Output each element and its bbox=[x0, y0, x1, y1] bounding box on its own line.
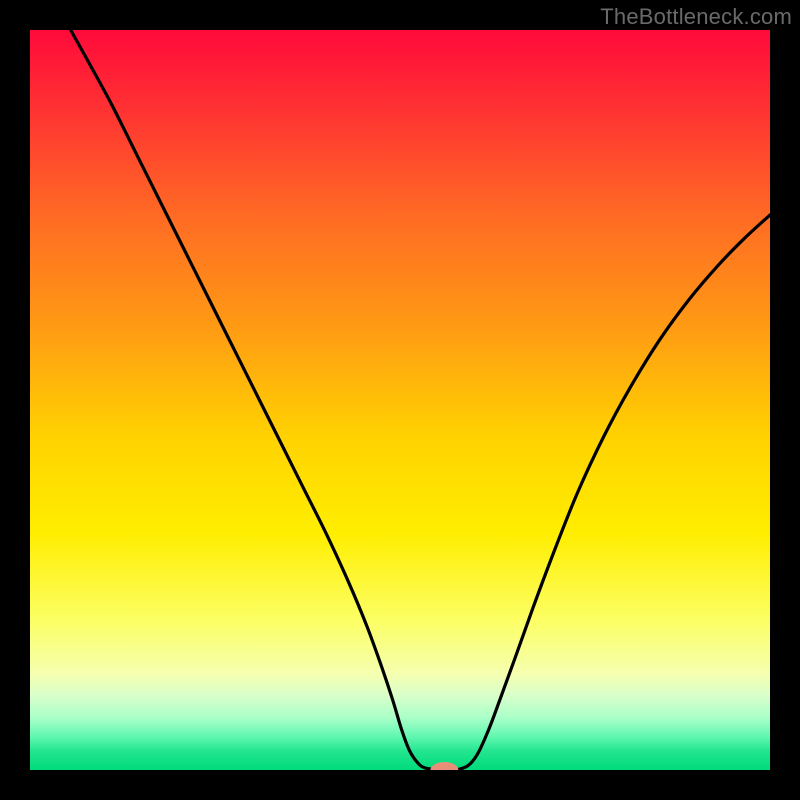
watermark-text: TheBottleneck.com bbox=[600, 4, 792, 30]
bottleneck-chart bbox=[0, 0, 800, 800]
gradient-background bbox=[30, 30, 770, 770]
chart-container: TheBottleneck.com bbox=[0, 0, 800, 800]
plot-area bbox=[30, 30, 770, 778]
